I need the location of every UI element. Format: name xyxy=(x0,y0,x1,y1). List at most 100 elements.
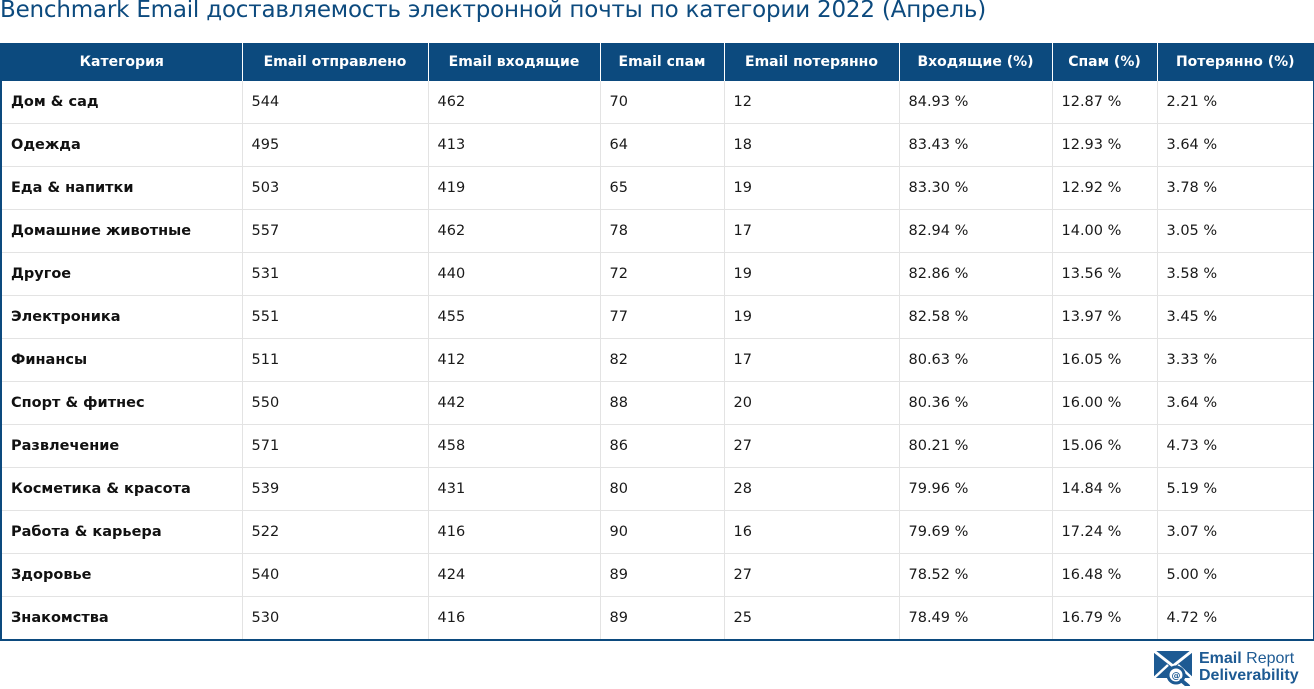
cell-lost-pct: 3.33 % xyxy=(1157,338,1314,382)
table-row: Домашние животные 557 462 78 17 82.94 % 14.00 … xyxy=(1,209,1314,253)
table-row: Работа & карьера 522 416 90 16 79.69 % 17.24 %… xyxy=(1,510,1314,554)
cell-sent: 495 xyxy=(242,123,429,167)
cell-spam: 77 xyxy=(600,295,725,339)
cell-spam-pct: 12.87 % xyxy=(1052,81,1158,124)
cell-lost-pct: 3.05 % xyxy=(1157,209,1314,253)
cell-lost-pct: 3.64 % xyxy=(1157,381,1314,425)
table-row: Здоровье 540 424 89 27 78.52 % 16.48 % 5.00 % xyxy=(1,553,1314,597)
cell-spam: 88 xyxy=(600,381,725,425)
table-row: Электроника 551 455 77 19 82.58 % 13.97 % 3.45 … xyxy=(1,295,1314,339)
cell-spam: 72 xyxy=(600,252,725,296)
cell-inbox: 442 xyxy=(428,381,601,425)
column-header-sent: Email отправлено xyxy=(242,43,429,81)
cell-sent: 503 xyxy=(242,166,429,210)
cell-inbox-pct: 80.63 % xyxy=(899,338,1053,382)
cell-inbox: 462 xyxy=(428,209,601,253)
cell-lost-pct: 5.00 % xyxy=(1157,553,1314,597)
cell-inbox-pct: 83.30 % xyxy=(899,166,1053,210)
cell-lost-pct: 3.58 % xyxy=(1157,252,1314,296)
cell-inbox-pct: 80.21 % xyxy=(899,424,1053,468)
table-row: Знакомства 530 416 89 25 78.49 % 16.79 % 4.72 % xyxy=(1,596,1314,640)
cell-inbox-pct: 79.69 % xyxy=(899,510,1053,554)
cell-lost: 18 xyxy=(724,123,900,167)
deliverability-table: Категория Email отправлено Email входящи… xyxy=(0,43,1314,641)
cell-spam-pct: 12.93 % xyxy=(1052,123,1158,167)
table-row: Еда & напитки 503 419 65 19 83.30 % 12.92 % 3.7… xyxy=(1,166,1314,210)
envelope-magnifier-icon: @ xyxy=(1153,649,1193,686)
cell-inbox: 419 xyxy=(428,166,601,210)
cell-category: Домашние животные xyxy=(1,209,243,253)
logo-word-report: Report xyxy=(1241,650,1295,667)
cell-lost-pct: 5.19 % xyxy=(1157,467,1314,511)
cell-inbox: 416 xyxy=(428,510,601,554)
table-row: Одежда 495 413 64 18 83.43 % 12.93 % 3.64 % xyxy=(1,123,1314,167)
cell-inbox-pct: 84.93 % xyxy=(899,81,1053,124)
cell-lost: 20 xyxy=(724,381,900,425)
cell-lost: 19 xyxy=(724,252,900,296)
cell-sent: 539 xyxy=(242,467,429,511)
cell-inbox: 462 xyxy=(428,81,601,124)
cell-sent: 522 xyxy=(242,510,429,554)
cell-category: Работа & карьера xyxy=(1,510,243,554)
cell-sent: 550 xyxy=(242,381,429,425)
cell-lost-pct: 4.72 % xyxy=(1166,610,1218,626)
cell-category: Другое xyxy=(1,252,243,296)
column-header-spam-pct: Спам (%) xyxy=(1052,43,1158,81)
cell-lost: 25 xyxy=(724,596,900,640)
cell-lost-pct: 3.45 % xyxy=(1157,295,1314,339)
cell-inbox-pct: 78.49 % xyxy=(899,596,1053,640)
cell-inbox-pct: 82.94 % xyxy=(899,209,1053,253)
cell-sent: 511 xyxy=(242,338,429,382)
cell-sent: 531 xyxy=(242,252,429,296)
cell-lost: 17 xyxy=(724,338,900,382)
cell-spam-pct: 16.00 % xyxy=(1052,381,1158,425)
logo-word-deliverability: Deliverability xyxy=(1199,667,1299,684)
cell-sent: 571 xyxy=(242,424,429,468)
cell-inbox-pct: 78.52 % xyxy=(899,553,1053,597)
cell-category: Электроника xyxy=(1,295,243,339)
cell-lost: 17 xyxy=(724,209,900,253)
table-row: Косметика & красота 539 431 80 28 79.96 % 14.8… xyxy=(1,467,1314,511)
cell-lost: 28 xyxy=(724,467,900,511)
cell-inbox: 440 xyxy=(428,252,601,296)
cell-inbox-pct: 80.36 % xyxy=(899,381,1053,425)
cell-spam: 64 xyxy=(600,123,725,167)
cell-spam: 80 xyxy=(600,467,725,511)
cell-category: Еда & напитки xyxy=(1,166,243,210)
column-header-spam: Email спам xyxy=(600,43,725,81)
cell-lost-pct: 2.21 % xyxy=(1157,81,1314,124)
column-header-category: Категория xyxy=(1,43,243,81)
cell-inbox-pct: 83.43 % xyxy=(899,123,1053,167)
svg-text:@: @ xyxy=(1172,672,1181,682)
cell-spam-pct: 17.24 % xyxy=(1052,510,1158,554)
cell-inbox: 458 xyxy=(428,424,601,468)
cell-category: Здоровье xyxy=(1,553,243,597)
cell-spam: 86 xyxy=(600,424,725,468)
table-row: Спорт & фитнес 550 442 88 20 80.36 % 16.00 % 3.… xyxy=(1,381,1314,425)
cell-lost: 27 xyxy=(724,553,900,597)
cell-spam-pct: 13.97 % xyxy=(1052,295,1158,339)
cell-spam-pct: 16.48 % xyxy=(1052,553,1158,597)
cell-sent: 544 xyxy=(242,81,429,124)
cell-spam: 90 xyxy=(600,510,725,554)
cell-spam: 65 xyxy=(600,166,725,210)
cell-sent: 540 xyxy=(242,553,429,597)
column-header-inbox: Email входящие xyxy=(428,43,601,81)
cell-spam: 82 xyxy=(600,338,725,382)
cell-spam: 89 xyxy=(600,596,725,640)
cell-category: Одежда xyxy=(1,123,243,167)
cell-inbox: 455 xyxy=(428,295,601,339)
cell-lost-pct: 4.73 % xyxy=(1157,424,1314,468)
logo-text: Email Report Deliverability xyxy=(1199,650,1299,684)
cell-lost: 19 xyxy=(724,295,900,339)
cell-lost: 16 xyxy=(724,510,900,554)
table-row: Финансы 511 412 82 17 80.63 % 16.05 % 3.33 % xyxy=(1,338,1314,382)
cell-spam: 89 xyxy=(600,553,725,597)
cell-lost: 12 xyxy=(724,81,900,124)
cell-spam-pct: 15.06 % xyxy=(1052,424,1158,468)
table-header-row: Категория Email отправлено Email входящи… xyxy=(1,43,1314,81)
cell-inbox-pct: 82.58 % xyxy=(899,295,1053,339)
cell-category: Знакомства xyxy=(1,596,243,640)
column-header-inbox-pct: Входящие (%) xyxy=(899,43,1053,81)
cell-inbox: 416 xyxy=(428,596,601,640)
